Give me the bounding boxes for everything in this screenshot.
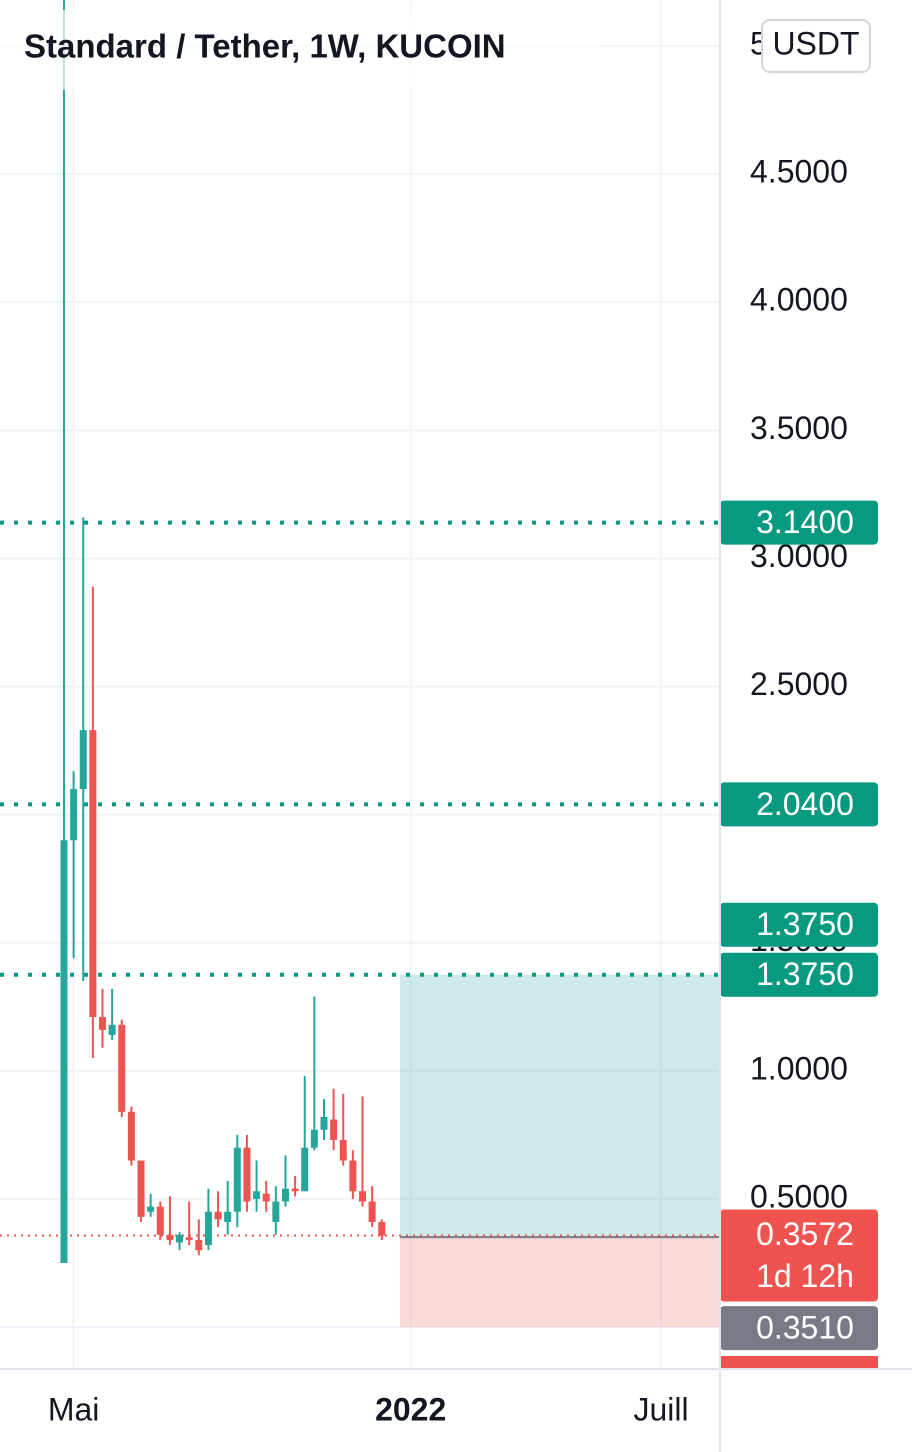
candle-body bbox=[320, 1116, 328, 1130]
currency-label[interactable]: USDT bbox=[772, 25, 859, 61]
candle-body bbox=[243, 1147, 251, 1202]
position-loss-zone bbox=[400, 1237, 720, 1328]
candle-body bbox=[233, 1147, 241, 1212]
level-badge bbox=[720, 782, 878, 827]
x-tick-label: Mai bbox=[48, 1391, 100, 1427]
x-tick-label: 2022 bbox=[375, 1391, 446, 1427]
candle-body bbox=[176, 1234, 184, 1243]
price-badges: 3.1400 2.0400 1.3750 1.3750 0.3572 1d 12h 0.35… bbox=[720, 500, 878, 1368]
stop-badge bbox=[720, 1356, 878, 1368]
level-badge bbox=[720, 902, 878, 947]
y-tick-label: 0.5000 bbox=[750, 1178, 848, 1214]
price-axis: 0.00000.50001.00001.50002.00002.50003.00… bbox=[750, 26, 848, 1343]
candle-body bbox=[147, 1206, 155, 1212]
title-backdrop bbox=[0, 10, 600, 90]
y-tick-label: 4.5000 bbox=[750, 154, 848, 190]
level-badge bbox=[720, 500, 878, 545]
candle-body bbox=[281, 1188, 289, 1202]
candle-body bbox=[301, 1147, 309, 1192]
currency-button[interactable] bbox=[761, 19, 871, 73]
candle-body bbox=[108, 1024, 116, 1035]
candle-body bbox=[349, 1160, 357, 1192]
y-tick-label: 2.5000 bbox=[750, 666, 848, 702]
candle-body bbox=[378, 1221, 386, 1236]
candle-body bbox=[79, 730, 87, 790]
candle-body bbox=[137, 1160, 145, 1217]
candle-body bbox=[195, 1239, 203, 1251]
candle-body bbox=[89, 730, 97, 1018]
countdown-label: 1d 12h bbox=[756, 1258, 854, 1294]
candle-body bbox=[99, 1017, 106, 1030]
candle-body bbox=[70, 789, 78, 841]
candle-body bbox=[262, 1193, 270, 1202]
candle-body bbox=[253, 1191, 261, 1199]
level-badge-label: 3.1400 bbox=[756, 504, 854, 540]
candle-body bbox=[368, 1201, 376, 1222]
y-tick-label: 1.0000 bbox=[750, 1050, 848, 1086]
x-tick-label: Juill bbox=[633, 1391, 688, 1427]
plot-area bbox=[0, 0, 720, 1328]
candle-body bbox=[204, 1211, 212, 1246]
position-profit-zone bbox=[400, 974, 720, 1238]
candle-body bbox=[224, 1211, 232, 1222]
last-price-badge bbox=[720, 1209, 878, 1302]
target-badge bbox=[720, 952, 878, 997]
candle-body bbox=[166, 1234, 174, 1240]
candle-body bbox=[185, 1237, 193, 1240]
candle-body bbox=[156, 1206, 164, 1235]
candle-body bbox=[339, 1140, 347, 1161]
level-badge-label: 1.3750 bbox=[756, 906, 854, 942]
candle-body bbox=[60, 840, 68, 1263]
target-badge-label: 1.3750 bbox=[756, 956, 854, 992]
y-tick-label: 3.5000 bbox=[750, 410, 848, 446]
level-badge-label: 2.0400 bbox=[756, 786, 854, 822]
candle-body bbox=[127, 1111, 135, 1161]
chart-title: Standard / Tether, 1W, KUCOIN bbox=[24, 28, 506, 65]
candle-body bbox=[359, 1191, 367, 1202]
candle-body bbox=[214, 1211, 222, 1220]
entry-badge bbox=[720, 1306, 878, 1351]
entry-badge-label: 0.3510 bbox=[756, 1310, 854, 1346]
candle-body bbox=[291, 1188, 299, 1192]
y-tick-label: 4.0000 bbox=[750, 282, 848, 318]
last-price-label: 0.3572 bbox=[756, 1216, 854, 1252]
candle-body bbox=[310, 1129, 318, 1148]
candle-body bbox=[272, 1201, 280, 1222]
candle-body bbox=[330, 1119, 338, 1140]
candle-body bbox=[118, 1024, 126, 1112]
